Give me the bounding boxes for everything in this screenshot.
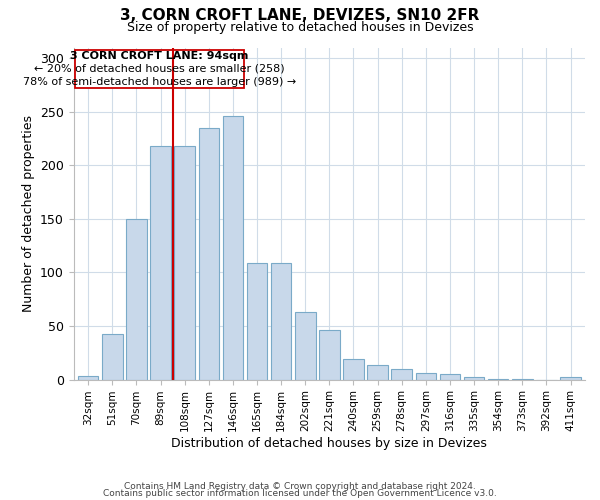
FancyBboxPatch shape bbox=[75, 50, 244, 88]
Bar bbox=[102, 334, 122, 380]
Text: Contains HM Land Registry data © Crown copyright and database right 2024.: Contains HM Land Registry data © Crown c… bbox=[124, 482, 476, 491]
Bar bbox=[199, 128, 219, 380]
Text: 3 CORN CROFT LANE: 94sqm: 3 CORN CROFT LANE: 94sqm bbox=[70, 51, 248, 61]
Text: Size of property relative to detached houses in Devizes: Size of property relative to detached ho… bbox=[127, 21, 473, 34]
Bar bbox=[78, 376, 98, 380]
Bar bbox=[247, 263, 267, 380]
Bar bbox=[175, 146, 195, 380]
Bar bbox=[151, 146, 171, 380]
Bar bbox=[464, 378, 484, 380]
Bar bbox=[295, 312, 316, 380]
Bar bbox=[271, 263, 292, 380]
Text: Contains public sector information licensed under the Open Government Licence v3: Contains public sector information licen… bbox=[103, 489, 497, 498]
Text: 78% of semi-detached houses are larger (989) →: 78% of semi-detached houses are larger (… bbox=[23, 77, 296, 87]
Bar bbox=[488, 378, 508, 380]
Bar bbox=[367, 364, 388, 380]
Y-axis label: Number of detached properties: Number of detached properties bbox=[22, 115, 35, 312]
Bar bbox=[223, 116, 243, 380]
X-axis label: Distribution of detached houses by size in Devizes: Distribution of detached houses by size … bbox=[172, 437, 487, 450]
Bar bbox=[391, 369, 412, 380]
Bar bbox=[319, 330, 340, 380]
Text: ← 20% of detached houses are smaller (258): ← 20% of detached houses are smaller (25… bbox=[34, 64, 284, 74]
Bar bbox=[512, 378, 533, 380]
Text: 3, CORN CROFT LANE, DEVIZES, SN10 2FR: 3, CORN CROFT LANE, DEVIZES, SN10 2FR bbox=[121, 8, 479, 22]
Bar bbox=[440, 374, 460, 380]
Bar bbox=[560, 378, 581, 380]
Bar bbox=[416, 373, 436, 380]
Bar bbox=[126, 219, 147, 380]
Bar bbox=[343, 359, 364, 380]
